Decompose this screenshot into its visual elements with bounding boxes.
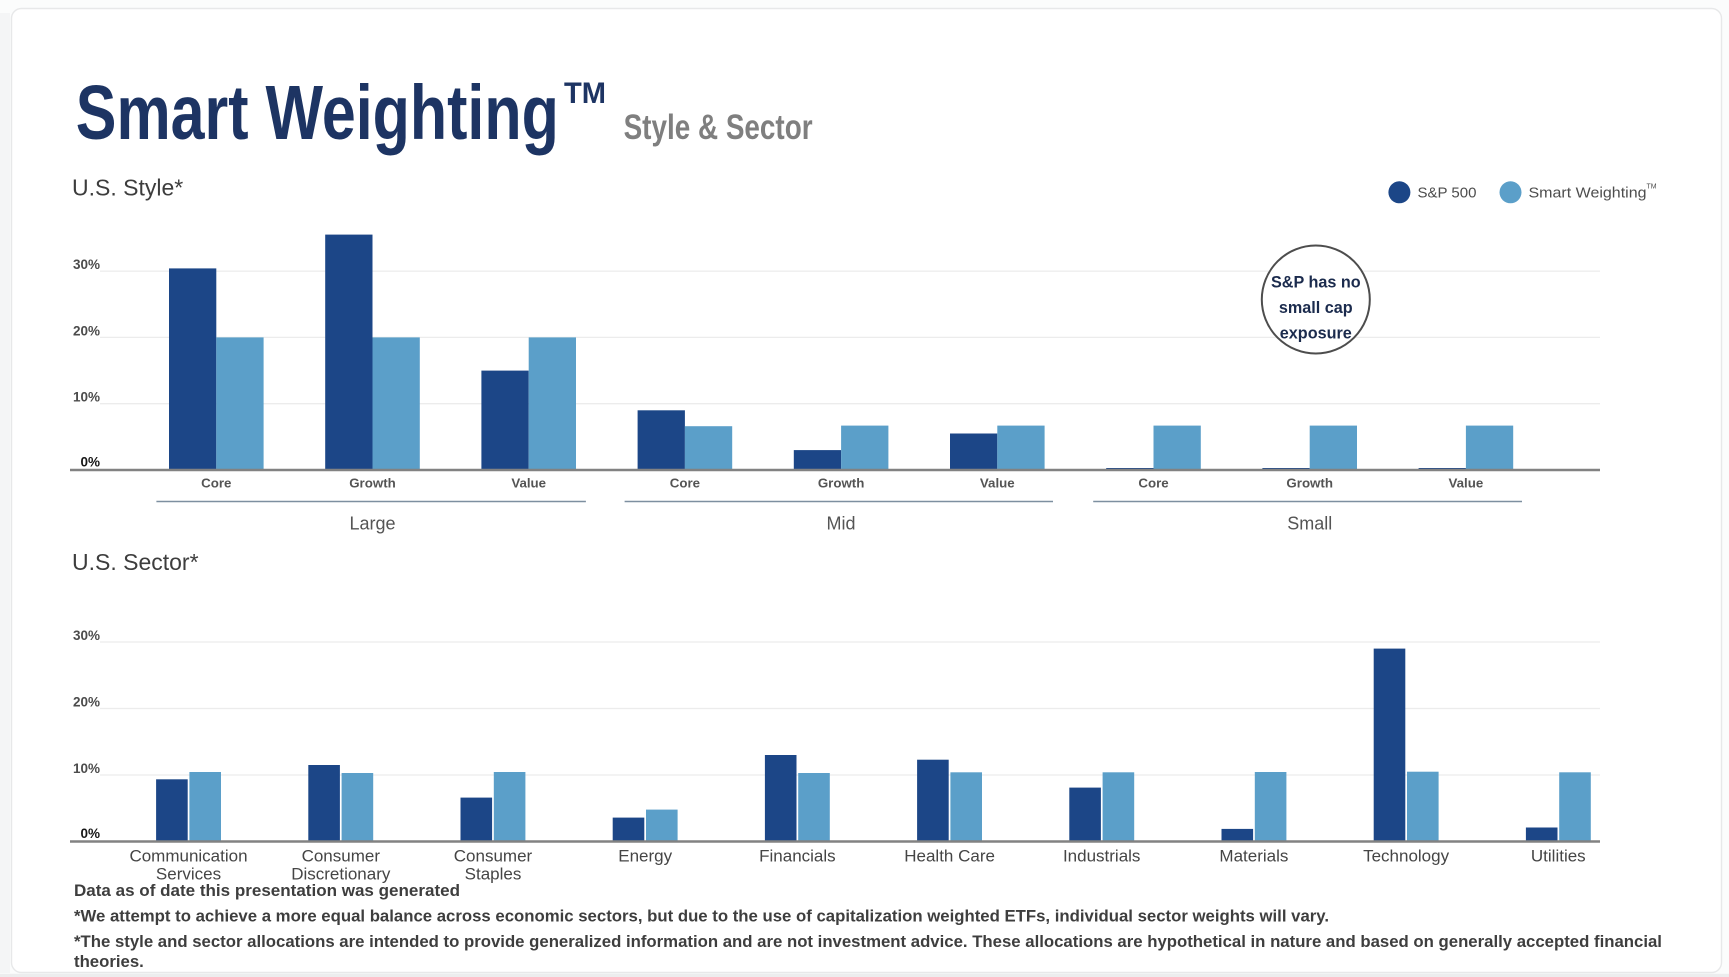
svg-text:Consumer: Consumer xyxy=(454,846,533,865)
svg-text:Communication: Communication xyxy=(129,846,247,865)
svg-text:Style & Sector: Style & Sector xyxy=(624,108,813,147)
svg-text:TM: TM xyxy=(564,77,606,110)
svg-text:Value: Value xyxy=(1449,475,1484,490)
svg-text:0%: 0% xyxy=(80,826,100,841)
svg-text:Growth: Growth xyxy=(818,475,865,490)
svg-text:U.S. Sector*: U.S. Sector* xyxy=(72,549,199,575)
svg-text:30%: 30% xyxy=(73,257,100,272)
svg-text:Energy: Energy xyxy=(618,846,672,865)
svg-text:Utilities: Utilities xyxy=(1531,846,1586,865)
svg-text:Materials: Materials xyxy=(1219,846,1288,865)
svg-text:Consumer: Consumer xyxy=(302,846,381,865)
svg-text:Large: Large xyxy=(349,514,395,534)
svg-text:0%: 0% xyxy=(80,455,100,470)
svg-text:Mid: Mid xyxy=(826,514,855,534)
svg-text:small cap: small cap xyxy=(1279,299,1353,317)
svg-text:Industrials: Industrials xyxy=(1063,846,1140,865)
svg-text:Core: Core xyxy=(201,475,231,490)
svg-text:Services: Services xyxy=(156,865,221,884)
svg-text:*We attempt to achieve a more: *We attempt to achieve a more equal bala… xyxy=(74,907,1329,926)
svg-text:30%: 30% xyxy=(73,628,100,643)
svg-text:10%: 10% xyxy=(73,761,100,776)
svg-text:Small: Small xyxy=(1287,514,1332,534)
svg-text:S&P has no: S&P has no xyxy=(1271,273,1361,291)
svg-text:theories.: theories. xyxy=(74,952,144,971)
svg-text:Growth: Growth xyxy=(1286,475,1333,490)
svg-text:Technology: Technology xyxy=(1363,846,1450,865)
svg-text:Data as of date this presentat: Data as of date this presentation was ge… xyxy=(74,881,460,900)
svg-text:Smart Weighting: Smart Weighting xyxy=(1529,185,1647,202)
svg-text:S&P 500: S&P 500 xyxy=(1418,185,1477,202)
svg-text:Discretionary: Discretionary xyxy=(291,865,391,884)
svg-text:*The style and sector allocati: *The style and sector allocations are in… xyxy=(74,932,1662,951)
svg-text:Smart Weighting: Smart Weighting xyxy=(76,70,559,156)
svg-text:Staples: Staples xyxy=(465,865,522,884)
svg-text:exposure: exposure xyxy=(1280,325,1352,343)
svg-text:U.S. Style*: U.S. Style* xyxy=(72,175,183,201)
svg-text:Health Care: Health Care xyxy=(904,846,995,865)
svg-text:20%: 20% xyxy=(73,323,100,338)
svg-text:TM: TM xyxy=(1647,184,1657,191)
svg-text:Core: Core xyxy=(670,475,700,490)
svg-text:Financials: Financials xyxy=(759,846,836,865)
svg-text:Value: Value xyxy=(511,475,546,490)
svg-text:Value: Value xyxy=(980,475,1015,490)
svg-text:10%: 10% xyxy=(73,390,100,405)
svg-text:20%: 20% xyxy=(73,695,100,710)
svg-text:Growth: Growth xyxy=(349,475,396,490)
svg-text:Core: Core xyxy=(1138,475,1168,490)
